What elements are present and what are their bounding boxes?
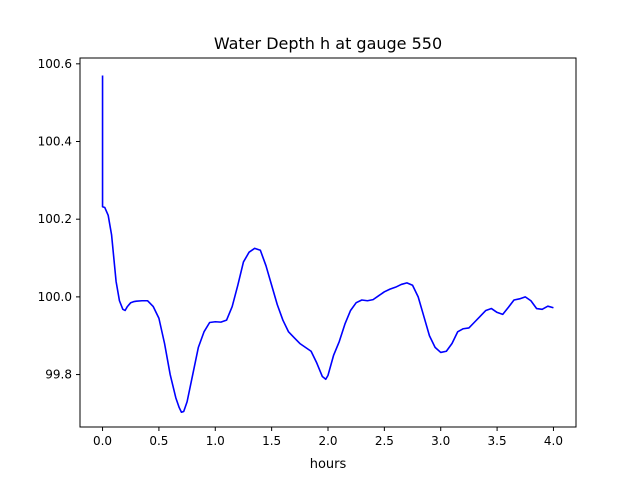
x-tick-label: 0.5 [149,434,168,448]
x-tick-label: 1.5 [262,434,281,448]
x-tick-label: 0.0 [93,434,112,448]
series-layer [101,75,554,414]
series-line-1 [101,75,554,414]
y-tick-label: 99.8 [45,368,72,382]
y-tick-label: 100.2 [38,212,72,226]
x-axis-label: hours [310,457,347,472]
y-tick-label: 100.4 [38,135,72,149]
x-axis: 0.0 0.5 1.0 1.5 2.0 2.5 3.0 3.5 4.0 [93,427,563,448]
plot-area [80,58,576,427]
x-tick-label: 3.0 [431,434,450,448]
x-tick-label: 2.5 [375,434,394,448]
x-tick-label: 2.0 [318,434,337,448]
x-tick-label: 1.0 [206,434,225,448]
x-tick-label: 4.0 [544,434,563,448]
chart-title: Water Depth h at gauge 550 [214,34,442,53]
y-tick-label: 100.0 [38,290,72,304]
y-tick-label: 100.6 [38,57,72,71]
y-axis: 99.8 100.0 100.2 100.4 100.6 [38,57,80,382]
x-tick-label: 3.5 [488,434,507,448]
